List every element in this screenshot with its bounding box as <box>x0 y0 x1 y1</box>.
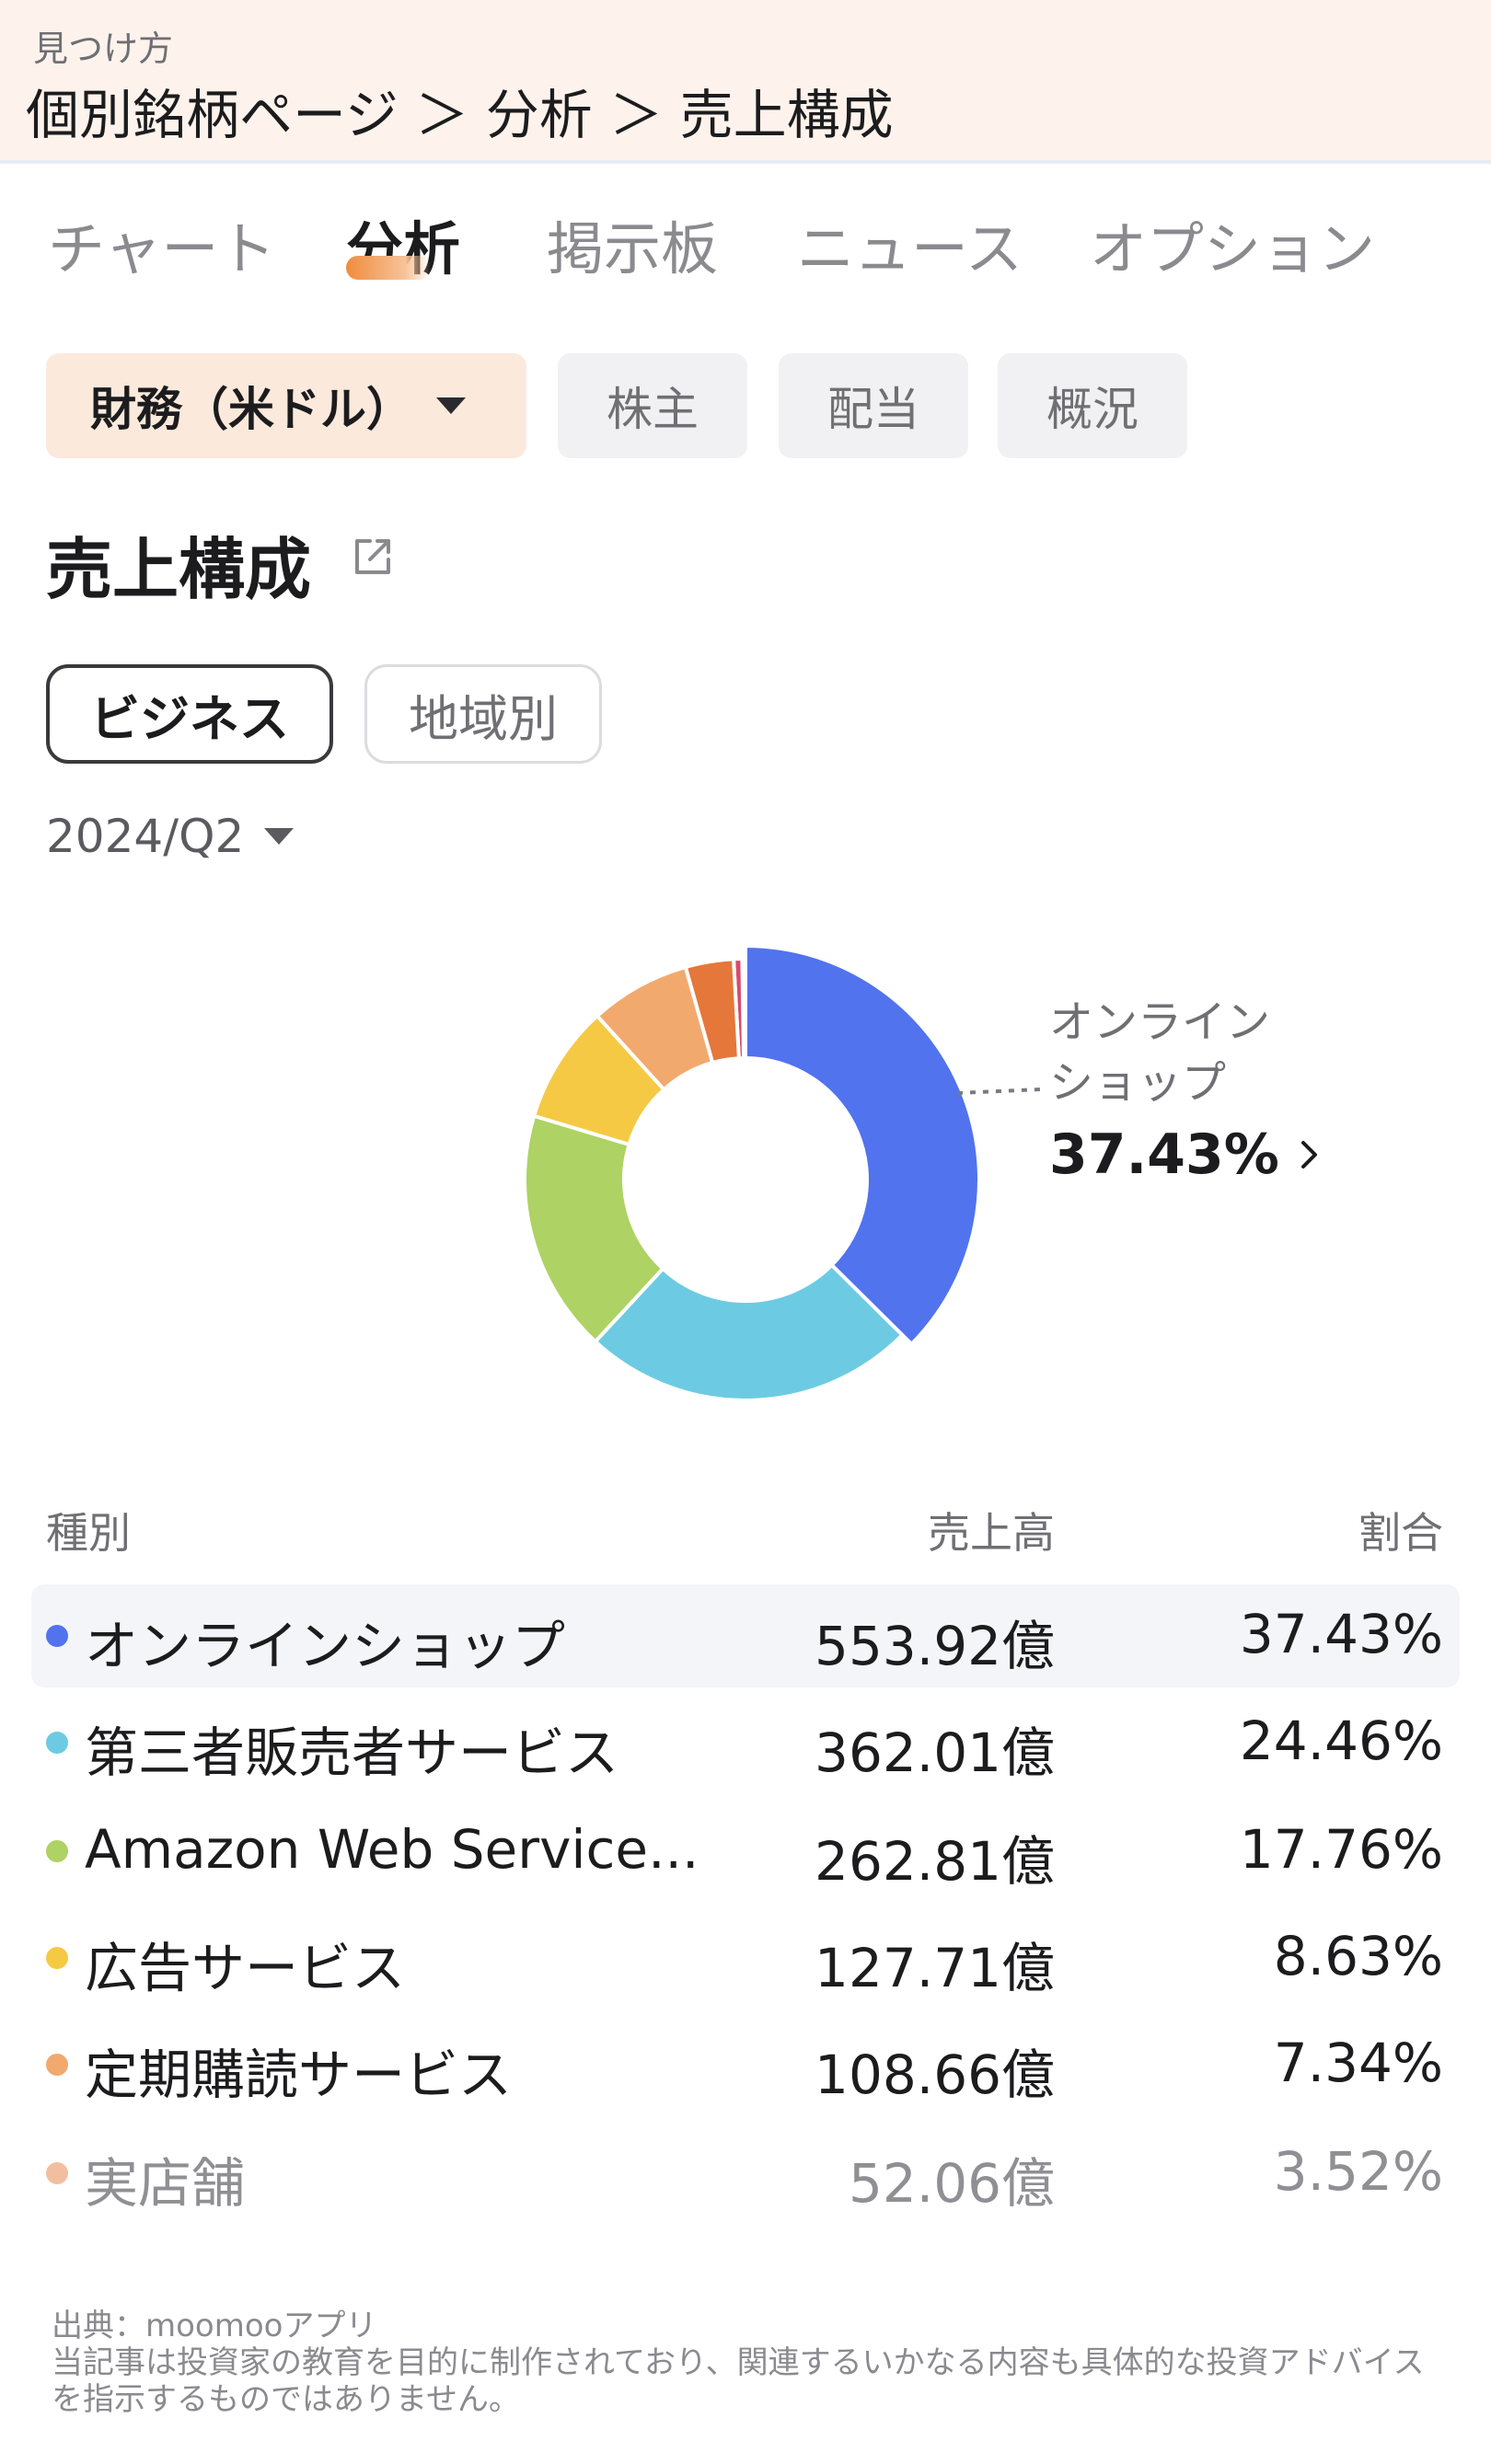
tab-bar: チャート 分析 掲示板 ニュース オプション <box>0 193 1491 294</box>
table-row[interactable]: 実店舗 52.06億 3.52% <box>0 2122 1491 2225</box>
row-name: オンラインショップ <box>85 1615 566 1677</box>
how-to-find-header: 見つけ方 個別銘柄ページ ＞ 分析 ＞ 売上構成 <box>0 0 1491 164</box>
row-share: 37.43% <box>1239 1603 1443 1665</box>
chevron-right-icon <box>1300 1141 1317 1169</box>
row-revenue: 362.01億 <box>815 1721 1055 1784</box>
row-share: 3.52% <box>1273 2140 1443 2203</box>
caret-down-icon <box>264 828 295 845</box>
donut-slice[interactable] <box>523 1113 666 1344</box>
section-title: 売上構成 <box>46 531 312 608</box>
callout-leader-line <box>956 1088 1041 1095</box>
tab-options[interactable]: オプション <box>1090 215 1376 282</box>
segment-business[interactable]: ビジネス <box>46 664 333 764</box>
tab-chart[interactable]: チャート <box>48 215 276 282</box>
legend-dot <box>46 1625 68 1647</box>
shareholders-filter-button[interactable]: 株主 <box>558 353 747 458</box>
row-name: 実店舗 <box>85 2152 246 2215</box>
caret-down-icon <box>436 397 466 414</box>
row-revenue: 108.66億 <box>815 2044 1055 2106</box>
row-highlight <box>31 1584 1460 1687</box>
period-label: 2024/Q2 <box>46 810 245 863</box>
table-row[interactable]: 広告サービス 127.71億 8.63% <box>0 1906 1491 2009</box>
row-share: 7.34% <box>1273 2032 1443 2094</box>
row-share: 24.46% <box>1239 1710 1443 1772</box>
tab-news[interactable]: ニュース <box>797 215 1023 282</box>
donut-slice[interactable] <box>593 1262 906 1402</box>
row-share: 8.63% <box>1273 1925 1443 1987</box>
dividend-filter-button[interactable]: 配当 <box>779 353 968 458</box>
donut-slice[interactable] <box>531 1013 667 1147</box>
table-row[interactable]: 第三者販売者サービス 362.01億 24.46% <box>0 1691 1491 1794</box>
footer-source: 出典：moomooアプリ <box>52 2308 377 2344</box>
breadcrumb: 個別銘柄ページ ＞ 分析 ＞ 売上構成 <box>26 84 894 146</box>
tab-board[interactable]: 掲示板 <box>547 215 719 282</box>
overview-filter-button[interactable]: 概況 <box>998 353 1187 458</box>
header-revenue: 売上高 <box>928 1508 1055 1558</box>
footer-disclaimer: 当記事は投資家の教育を目的に制作されており、関連するいかなる内容も具体的な投資ア… <box>52 2344 1425 2418</box>
donut-slice[interactable] <box>744 943 981 1347</box>
share-icon[interactable] <box>350 534 396 580</box>
row-name: 広告サービス <box>85 1937 406 1999</box>
callout-label: オンライン ショップ <box>1049 992 1270 1113</box>
row-revenue: 262.81億 <box>815 1830 1055 1893</box>
how-to-find-hint: 見つけ方 <box>33 29 174 69</box>
callout-label-line2: ショップ <box>1049 1057 1227 1109</box>
row-name: 定期購読サービス <box>85 2044 513 2106</box>
period-selector[interactable]: 2024/Q2 <box>46 810 295 863</box>
row-revenue: 553.92億 <box>815 1615 1055 1677</box>
callout-percentage: 37.43% <box>1049 1123 1279 1187</box>
row-name: Amazon Web Service... <box>85 1818 699 1881</box>
footer: 出典：moomooアプリ 当記事は投資家の教育を目的に制作されており、関連するい… <box>52 2308 1451 2418</box>
row-share: 17.76% <box>1239 1818 1443 1881</box>
header-share: 割合 <box>1358 1508 1443 1558</box>
row-revenue: 127.71億 <box>815 1937 1055 1999</box>
row-name: 第三者販売者サービス <box>85 1721 619 1784</box>
active-tab-indicator <box>346 256 431 280</box>
financial-filter-button[interactable]: 財務（米ドル） <box>46 353 526 458</box>
donut-slice[interactable] <box>594 964 715 1093</box>
table-row[interactable]: Amazon Web Service... 262.81億 17.76% <box>0 1800 1491 1903</box>
legend-dot <box>46 2054 68 2076</box>
callout-label-line1: オンライン <box>1049 996 1271 1048</box>
table-row[interactable]: オンラインショップ 553.92億 37.43% <box>0 1584 1491 1687</box>
segment-region[interactable]: 地域別 <box>364 664 602 764</box>
donut-slice[interactable] <box>683 957 741 1065</box>
legend-dot <box>46 1732 68 1754</box>
financial-filter-label: 財務（米ドル） <box>90 383 412 436</box>
callout-value[interactable]: 37.43% <box>1049 1123 1320 1187</box>
row-revenue: 52.06億 <box>848 2152 1055 2215</box>
legend-dot <box>46 1947 68 1969</box>
legend-dot <box>46 1840 68 1862</box>
header-category: 種別 <box>46 1508 131 1558</box>
table-row[interactable]: 定期購読サービス 108.66億 7.34% <box>0 2013 1491 2116</box>
revenue-donut-chart[interactable] <box>0 920 1491 1435</box>
legend-dot <box>46 2162 68 2184</box>
table-header: 種別 売上高 割合 <box>0 1500 1491 1564</box>
